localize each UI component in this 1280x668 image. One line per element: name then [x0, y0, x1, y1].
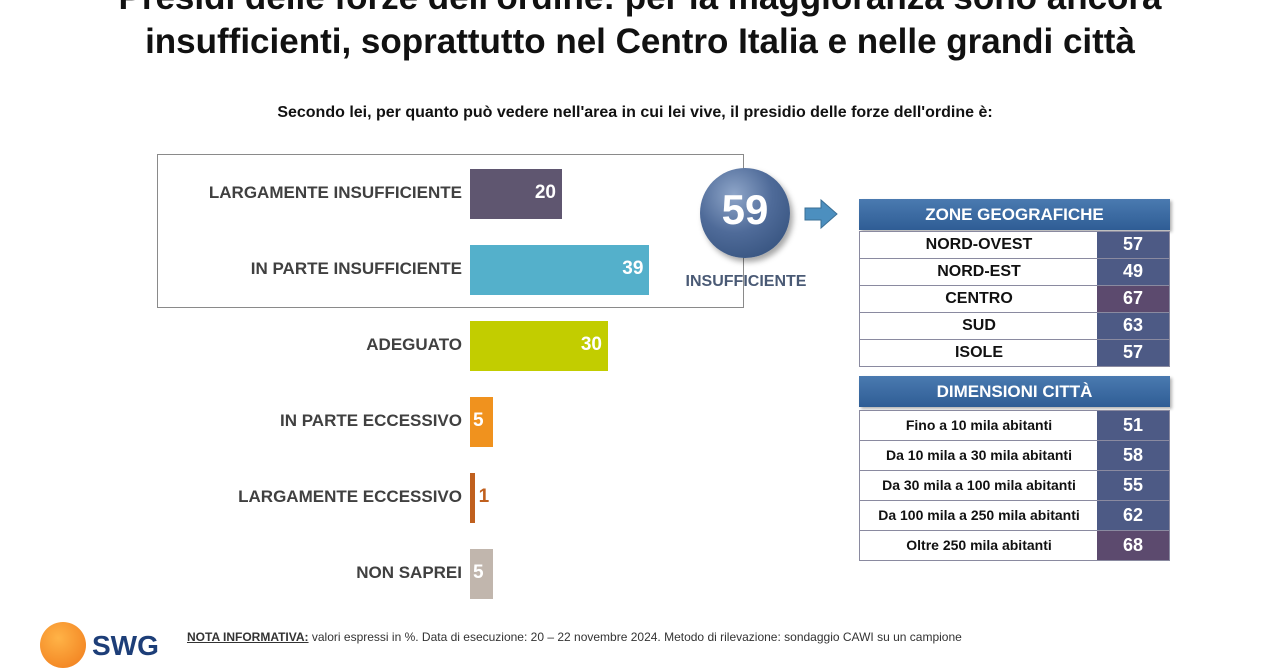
bar	[470, 321, 608, 371]
category-label: LARGAMENTE INSUFFICIENTE	[208, 183, 462, 202]
table-row: SUD 63	[859, 312, 1170, 340]
footnote: NOTA INFORMATIVA: valori espressi in %. …	[187, 630, 962, 644]
table-row-value: 57	[1097, 340, 1169, 366]
swg-logo-icon	[40, 622, 86, 668]
bar-value-label: 30	[580, 334, 602, 355]
bar-value-label: 20	[534, 182, 556, 203]
table-row-label: ISOLE	[954, 344, 1003, 361]
table-row-value: 57	[1097, 232, 1169, 258]
bar-value-label: 5	[473, 410, 484, 431]
zone-table-header: ZONE GEOGRAFICHE	[859, 199, 1170, 230]
category-label: NON SAPREI	[356, 563, 462, 582]
table-row-value: 68	[1097, 531, 1169, 560]
table-row-label: SUD	[962, 317, 996, 334]
category-label: LARGAMENTE ECCESSIVO	[238, 487, 462, 506]
table-row-label: Da 10 mila a 30 mila abitanti	[886, 447, 1072, 463]
table-row-label: Da 100 mila a 250 mila abitanti	[878, 507, 1080, 523]
table-row-label: NORD-EST	[937, 263, 1021, 280]
insufficient-highlight-box	[157, 154, 744, 308]
category-label: ADEGUATO	[366, 335, 462, 354]
table-row-value: 67	[1097, 286, 1169, 312]
category-label: IN PARTE INSUFFICIENTE	[250, 259, 462, 278]
category-label: IN PARTE ECCESSIVO	[280, 411, 462, 430]
table-row-label: CENTRO	[945, 290, 1013, 307]
bar	[470, 245, 650, 295]
table-row-label: NORD-OVEST	[925, 236, 1033, 253]
table-row: NORD-EST 49	[859, 258, 1170, 286]
table-row-label: Oltre 250 mila abitanti	[906, 537, 1052, 553]
table-row-label: Fino a 10 mila abitanti	[905, 417, 1053, 433]
bar-value-label: 5	[473, 562, 484, 583]
chart-title-line-1: Presidi delle forze dell'ordine: per la …	[0, 0, 1280, 18]
table-row-value: 49	[1097, 259, 1169, 285]
bar-value-label: 1	[478, 486, 490, 507]
arrow-right-icon	[804, 198, 838, 230]
table-row: Da 30 mila a 100 mila abitanti 55	[859, 470, 1170, 501]
table-row-value: 63	[1097, 313, 1169, 339]
bar	[470, 473, 475, 523]
table-row-value: 62	[1097, 501, 1169, 530]
summary-label: INSUFFICIENTE	[685, 273, 807, 290]
bar	[470, 169, 562, 219]
table-row: Oltre 250 mila abitanti 68	[859, 530, 1170, 561]
table-row: CENTRO 67	[859, 285, 1170, 313]
bar	[470, 549, 493, 599]
table-row: Da 100 mila a 250 mila abitanti 62	[859, 500, 1170, 531]
city-table-header: DIMENSIONI CITTÀ	[859, 376, 1170, 407]
bar-value-label: 39	[622, 258, 644, 279]
survey-question: Secondo lei, per quanto può vedere nell'…	[277, 104, 993, 121]
table-row: Fino a 10 mila abitanti 51	[859, 410, 1170, 441]
table-row-value: 58	[1097, 441, 1169, 470]
table-row-label: Da 30 mila a 100 mila abitanti	[882, 477, 1076, 493]
table-row-value: 51	[1097, 411, 1169, 440]
table-row-value: 55	[1097, 471, 1169, 500]
summary-bubble	[700, 168, 790, 258]
bar	[470, 397, 493, 447]
summary-value: 59	[721, 186, 769, 233]
footnote-text: valori espressi in %. Data di esecuzione…	[308, 630, 962, 644]
logo-text: SWG	[92, 630, 159, 661]
chart-title-line-2: insufficienti, soprattutto nel Centro It…	[145, 22, 1135, 61]
footnote-label: NOTA INFORMATIVA:	[187, 630, 309, 644]
table-row: Da 10 mila a 30 mila abitanti 58	[859, 440, 1170, 471]
table-row: ISOLE 57	[859, 339, 1170, 367]
table-row: NORD-OVEST 57	[859, 231, 1170, 259]
